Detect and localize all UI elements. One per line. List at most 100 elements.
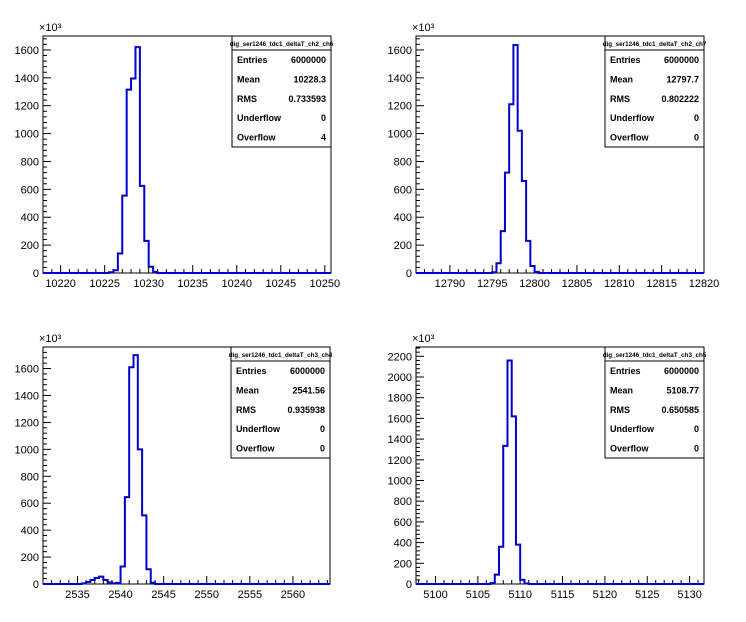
stats-box: dig_ser1246_tdc1_deltaT_ch3_ch5 Entries 60… bbox=[603, 346, 707, 459]
histogram-bin bbox=[509, 104, 513, 273]
x-tick-label: 2555 bbox=[238, 589, 262, 601]
stats-label: RMS bbox=[237, 94, 257, 104]
stats-title: dig_ser1246_tdc1_deltaT_ch2_ch6 bbox=[230, 41, 334, 48]
stats-box-frame bbox=[231, 35, 332, 148]
histogram-bin bbox=[151, 583, 155, 584]
y-tick-label: 1000 bbox=[388, 129, 412, 141]
x-tick-label: 12805 bbox=[562, 278, 593, 290]
y-tick-label: 1200 bbox=[388, 455, 412, 467]
y-tick-label: 1200 bbox=[388, 101, 412, 113]
x-tick-label: 12820 bbox=[689, 278, 720, 290]
x-tick-label: 10240 bbox=[221, 278, 252, 290]
y-scale-label: ×10³ bbox=[39, 22, 62, 34]
y-tick-label: 1600 bbox=[15, 364, 39, 376]
histogram-bin bbox=[122, 196, 126, 273]
histogram-bin bbox=[512, 416, 516, 584]
stats-value: 0 bbox=[694, 424, 699, 434]
histogram-panel-2: 0 200 400 600 800 1000 1200 1400 1600 12790 12795 1… bbox=[388, 22, 720, 290]
histogram-bin bbox=[503, 446, 507, 584]
y-tick-label: 600 bbox=[394, 517, 412, 529]
histogram-line bbox=[416, 44, 704, 274]
histogram-bin bbox=[140, 186, 144, 273]
x-tick-label: 5125 bbox=[635, 589, 659, 601]
x-tick-label: 10230 bbox=[133, 278, 164, 290]
histogram-bin bbox=[492, 272, 496, 273]
y-tick-label: 1000 bbox=[15, 129, 39, 141]
x-tick-label: 12815 bbox=[646, 278, 677, 290]
y-tick-label: 0 bbox=[406, 268, 412, 280]
stats-label: Overflow bbox=[237, 133, 277, 143]
histogram-bin bbox=[513, 45, 517, 273]
stats-label: Overflow bbox=[610, 444, 650, 454]
histogram-bin bbox=[491, 583, 495, 584]
y-tick-label: 1600 bbox=[15, 45, 39, 57]
x-tick-label: 2550 bbox=[195, 589, 219, 601]
histogram-bin bbox=[522, 181, 526, 273]
y-tick-label: 1800 bbox=[388, 393, 412, 405]
stats-value: 0 bbox=[694, 113, 699, 123]
stats-box: dig_ser1246_tdc1_deltaT_ch2_ch6 Entries 60… bbox=[230, 35, 334, 148]
y-tick-label: 1600 bbox=[388, 45, 412, 57]
stats-value: 0.802222 bbox=[661, 94, 699, 104]
stats-title: dig_ser1246_tdc1_deltaT_ch3_ch5 bbox=[603, 352, 707, 359]
y-tick-label: 800 bbox=[394, 156, 412, 168]
y-scale-label: ×10³ bbox=[412, 333, 435, 345]
stats-label: Entries bbox=[610, 55, 641, 65]
y-tick-label: 0 bbox=[33, 268, 39, 280]
x-tick-label: 12810 bbox=[604, 278, 635, 290]
stats-label: Underflow bbox=[610, 113, 655, 123]
stats-label: Mean bbox=[236, 385, 259, 395]
histogram-bin bbox=[118, 253, 122, 273]
y-tick-label: 1600 bbox=[388, 413, 412, 425]
stats-value: 0 bbox=[694, 133, 699, 143]
stats-value: 6000000 bbox=[290, 366, 325, 376]
stats-value: 0.733593 bbox=[288, 94, 326, 104]
x-tick-label: 12800 bbox=[519, 278, 550, 290]
y-tick-label: 2200 bbox=[388, 351, 412, 363]
y-tick-label: 400 bbox=[21, 525, 39, 537]
histogram-bin bbox=[113, 270, 117, 273]
histogram-panel-3: 0 200 400 600 800 1000 1200 1400 1600 2535 2540 254… bbox=[15, 333, 333, 601]
x-tick-label: 10235 bbox=[177, 278, 208, 290]
stats-value: 0 bbox=[321, 113, 326, 123]
x-tick-label: 12795 bbox=[477, 278, 508, 290]
stats-value: 0 bbox=[320, 424, 325, 434]
y-tick-label: 200 bbox=[394, 240, 412, 252]
x-tick-label: 10250 bbox=[310, 278, 341, 290]
x-tick-label: 2560 bbox=[281, 589, 305, 601]
stats-label: Underflow bbox=[610, 424, 655, 434]
x-tick-label: 2535 bbox=[65, 589, 89, 601]
y-scale-label: ×10³ bbox=[39, 333, 62, 345]
stats-label: Entries bbox=[236, 366, 267, 376]
stats-label: Mean bbox=[237, 74, 260, 84]
y-tick-label: 200 bbox=[21, 240, 39, 252]
histogram-bin bbox=[153, 272, 157, 273]
histogram-panel-1: 0 200 400 600 800 1000 1200 1400 1600 10220 10225 1… bbox=[15, 22, 341, 290]
stats-value: 0.935938 bbox=[287, 405, 325, 415]
stats-label: Entries bbox=[237, 55, 268, 65]
stats-label: Mean bbox=[610, 385, 633, 395]
histogram-bin bbox=[121, 566, 125, 584]
histogram-bin bbox=[129, 367, 133, 584]
histogram-bin bbox=[86, 582, 90, 584]
y-tick-label: 200 bbox=[394, 558, 412, 570]
stats-value: 6000000 bbox=[664, 55, 699, 65]
histogram-bin bbox=[99, 577, 103, 584]
histogram-bin bbox=[526, 241, 530, 273]
histogram-bin bbox=[149, 267, 153, 273]
histogram-line bbox=[43, 354, 330, 585]
stats-label: RMS bbox=[610, 94, 630, 104]
histogram-bin bbox=[127, 90, 131, 273]
y-tick-label: 200 bbox=[21, 552, 39, 564]
stats-label: Mean bbox=[610, 74, 633, 84]
x-tick-label: 10220 bbox=[45, 278, 76, 290]
histogram-panel-4: 0 200 400 600 800 1000 1200 1400 1600 1800 2000 220… bbox=[388, 333, 707, 601]
x-tick-label: 10225 bbox=[89, 278, 120, 290]
histogram-bin bbox=[530, 266, 534, 273]
stats-box-frame bbox=[230, 346, 331, 459]
histogram-bin bbox=[524, 583, 528, 584]
y-tick-label: 1200 bbox=[15, 417, 39, 429]
histogram-bin bbox=[116, 583, 120, 584]
stats-title: dig_ser1246_tdc1_deltaT_ch2_ch7 bbox=[603, 41, 707, 48]
histogram-bin bbox=[90, 580, 94, 584]
